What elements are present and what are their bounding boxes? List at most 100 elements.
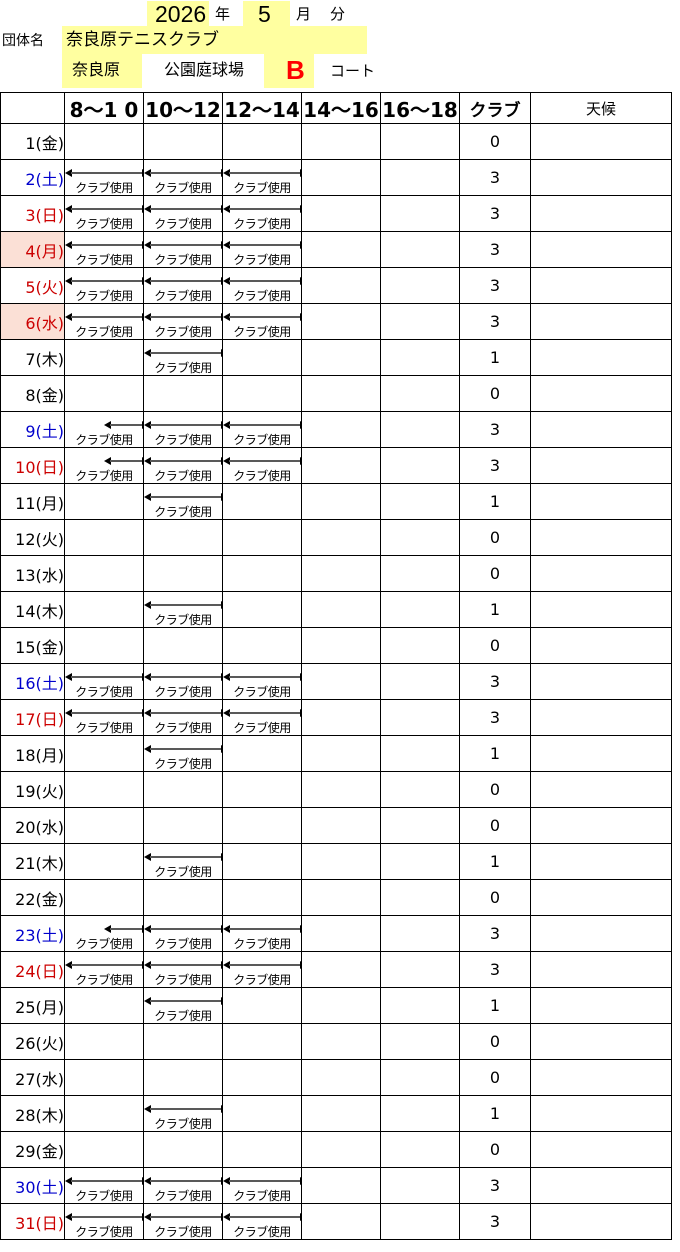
slot-cell-empty[interactable] xyxy=(143,1023,223,1060)
slot-cell-empty[interactable] xyxy=(380,411,460,448)
slot-cell-booked[interactable]: クラブ使用 xyxy=(143,267,223,304)
slot-cell-empty[interactable] xyxy=(301,735,381,772)
slot-cell-booked[interactable]: クラブ使用 xyxy=(143,915,223,952)
slot-cell-empty[interactable] xyxy=(64,771,144,808)
slot-cell-empty[interactable] xyxy=(222,843,302,880)
slot-cell-empty[interactable] xyxy=(222,771,302,808)
slot-cell-empty[interactable] xyxy=(143,555,223,592)
org-name-value[interactable]: 奈良原テニスクラブ xyxy=(66,30,219,49)
slot-cell-booked[interactable]: クラブ使用 xyxy=(222,915,302,952)
slot-cell-empty[interactable] xyxy=(222,519,302,556)
slot-cell-empty[interactable] xyxy=(301,1167,381,1204)
slot-cell-empty[interactable] xyxy=(301,771,381,808)
slot-cell-empty[interactable] xyxy=(222,375,302,412)
slot-cell-booked[interactable]: クラブ使用 xyxy=(143,1095,223,1132)
slot-cell-empty[interactable] xyxy=(222,555,302,592)
slot-cell-booked[interactable]: クラブ使用 xyxy=(222,195,302,232)
slot-cell-booked[interactable]: クラブ使用 xyxy=(143,1167,223,1204)
slot-cell-empty[interactable] xyxy=(143,879,223,916)
slot-cell-empty[interactable] xyxy=(64,807,144,844)
slot-cell-empty[interactable] xyxy=(380,771,460,808)
slot-cell-empty[interactable] xyxy=(380,951,460,988)
slot-cell-booked[interactable]: クラブ使用 xyxy=(64,267,144,304)
slot-cell-empty[interactable] xyxy=(143,627,223,664)
slot-cell-booked[interactable]: クラブ使用 xyxy=(64,1167,144,1204)
slot-cell-booked[interactable]: クラブ使用 xyxy=(143,843,223,880)
weather-cell[interactable] xyxy=(530,411,672,448)
weather-cell[interactable] xyxy=(530,1203,672,1240)
slot-cell-empty[interactable] xyxy=(301,159,381,196)
slot-cell-booked[interactable]: クラブ使用 xyxy=(64,447,144,484)
slot-cell-booked[interactable]: クラブ使用 xyxy=(143,591,223,628)
slot-cell-empty[interactable] xyxy=(301,375,381,412)
slot-cell-empty[interactable] xyxy=(222,1095,302,1132)
slot-cell-empty[interactable] xyxy=(222,987,302,1024)
slot-cell-empty[interactable] xyxy=(301,231,381,268)
weather-cell[interactable] xyxy=(530,951,672,988)
slot-cell-empty[interactable] xyxy=(222,339,302,376)
slot-cell-booked[interactable]: クラブ使用 xyxy=(222,411,302,448)
slot-cell-empty[interactable] xyxy=(64,627,144,664)
slot-cell-empty[interactable] xyxy=(222,483,302,520)
slot-cell-empty[interactable] xyxy=(380,1095,460,1132)
slot-cell-empty[interactable] xyxy=(64,987,144,1024)
slot-cell-empty[interactable] xyxy=(380,123,460,160)
slot-cell-booked[interactable]: クラブ使用 xyxy=(143,483,223,520)
weather-cell[interactable] xyxy=(530,375,672,412)
slot-cell-booked[interactable]: クラブ使用 xyxy=(143,303,223,340)
weather-cell[interactable] xyxy=(530,591,672,628)
weather-cell[interactable] xyxy=(530,1131,672,1168)
slot-cell-empty[interactable] xyxy=(64,483,144,520)
slot-cell-empty[interactable] xyxy=(222,735,302,772)
slot-cell-empty[interactable] xyxy=(301,1059,381,1096)
slot-cell-booked[interactable]: クラブ使用 xyxy=(143,195,223,232)
slot-cell-booked[interactable]: クラブ使用 xyxy=(143,411,223,448)
slot-cell-empty[interactable] xyxy=(380,663,460,700)
slot-cell-booked[interactable]: クラブ使用 xyxy=(64,699,144,736)
slot-cell-empty[interactable] xyxy=(301,447,381,484)
slot-cell-empty[interactable] xyxy=(380,1059,460,1096)
slot-cell-empty[interactable] xyxy=(64,1023,144,1060)
slot-cell-empty[interactable] xyxy=(301,987,381,1024)
slot-cell-empty[interactable] xyxy=(301,339,381,376)
slot-cell-booked[interactable]: クラブ使用 xyxy=(143,1203,223,1240)
slot-cell-empty[interactable] xyxy=(64,1095,144,1132)
weather-cell[interactable] xyxy=(530,231,672,268)
slot-cell-empty[interactable] xyxy=(380,807,460,844)
slot-cell-empty[interactable] xyxy=(301,123,381,160)
slot-cell-empty[interactable] xyxy=(143,771,223,808)
slot-cell-empty[interactable] xyxy=(380,483,460,520)
weather-cell[interactable] xyxy=(530,123,672,160)
slot-cell-booked[interactable]: クラブ使用 xyxy=(143,951,223,988)
slot-cell-empty[interactable] xyxy=(301,1203,381,1240)
slot-cell-empty[interactable] xyxy=(64,375,144,412)
slot-cell-empty[interactable] xyxy=(64,879,144,916)
slot-cell-empty[interactable] xyxy=(301,951,381,988)
slot-cell-empty[interactable] xyxy=(301,1095,381,1132)
slot-cell-booked[interactable]: クラブ使用 xyxy=(222,663,302,700)
slot-cell-empty[interactable] xyxy=(380,555,460,592)
month-value[interactable]: 5 xyxy=(258,1,271,27)
slot-cell-empty[interactable] xyxy=(380,1167,460,1204)
slot-cell-booked[interactable]: クラブ使用 xyxy=(64,303,144,340)
slot-cell-empty[interactable] xyxy=(301,303,381,340)
slot-cell-empty[interactable] xyxy=(64,339,144,376)
facility-name-value[interactable]: 奈良原 xyxy=(72,62,121,79)
slot-cell-booked[interactable]: クラブ使用 xyxy=(64,951,144,988)
weather-cell[interactable] xyxy=(530,987,672,1024)
slot-cell-booked[interactable]: クラブ使用 xyxy=(64,1203,144,1240)
slot-cell-booked[interactable]: クラブ使用 xyxy=(143,699,223,736)
slot-cell-booked[interactable]: クラブ使用 xyxy=(143,159,223,196)
slot-cell-empty[interactable] xyxy=(222,627,302,664)
weather-cell[interactable] xyxy=(530,735,672,772)
slot-cell-empty[interactable] xyxy=(64,519,144,556)
weather-cell[interactable] xyxy=(530,195,672,232)
slot-cell-empty[interactable] xyxy=(222,1023,302,1060)
court-value[interactable]: B xyxy=(286,55,305,85)
weather-cell[interactable] xyxy=(530,663,672,700)
slot-cell-booked[interactable]: クラブ使用 xyxy=(64,915,144,952)
slot-cell-empty[interactable] xyxy=(143,519,223,556)
slot-cell-booked[interactable]: クラブ使用 xyxy=(222,699,302,736)
slot-cell-booked[interactable]: クラブ使用 xyxy=(222,447,302,484)
slot-cell-empty[interactable] xyxy=(380,375,460,412)
